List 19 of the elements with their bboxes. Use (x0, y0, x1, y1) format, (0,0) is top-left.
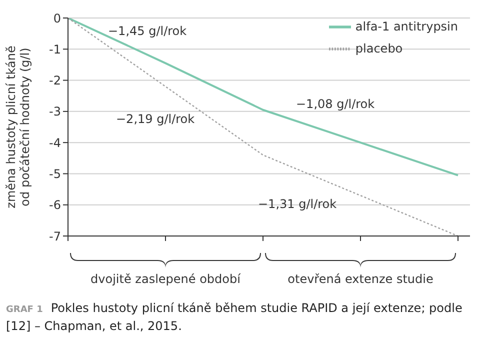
annotation: −1,31 g/l/rok (258, 197, 337, 211)
line-series (67, 18, 459, 176)
y-tick-label: -1 (49, 42, 61, 56)
text: dvojitě zaslepené období (90, 272, 242, 286)
y-axis-title: změna hustoty plicní tkáně od počáteční hodnoty (g/l) (4, 46, 32, 208)
text: otevřená extenze studie (286, 272, 434, 286)
y-tick-label: -7 (49, 229, 61, 244)
y-tick-label: 0 (53, 11, 61, 26)
y-tick-label: -6 (49, 198, 61, 212)
legend-label: alfa-1 antitrypsin (355, 19, 458, 34)
y-tick-label: -4 (49, 136, 61, 150)
legend-label: placebo (355, 41, 403, 56)
annotation: −1,45 g/l/rok (108, 24, 187, 38)
y-tick-label: -3 (49, 104, 61, 119)
y-tick-label: -2 (49, 74, 61, 88)
y-tick-label: -5 (49, 166, 61, 181)
text: GRAF 1 (6, 305, 43, 315)
annotation: −1,08 g/l/rok (296, 97, 375, 111)
annotation: −2,19 g/l/rok (116, 112, 195, 126)
